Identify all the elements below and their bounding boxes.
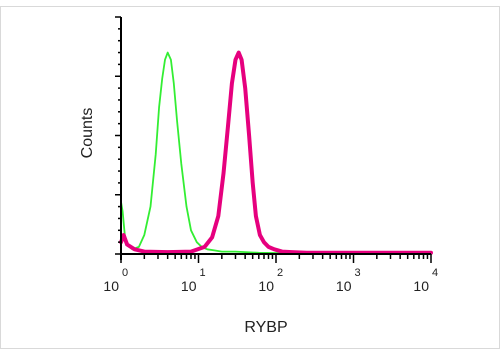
- x-tick-label-base: 10: [336, 278, 352, 294]
- chart-frame: [0, 6, 500, 349]
- x-tick-label-base: 10: [413, 278, 429, 294]
- x-tick-label-base: 10: [181, 278, 197, 294]
- series-2-line: [119, 50, 433, 255]
- x-tick-label-exponent: 3: [355, 267, 361, 279]
- x-tick-label-exponent: 1: [200, 267, 206, 279]
- x-tick-label-exponent: 4: [432, 267, 438, 279]
- x-tick-label-base: 10: [258, 278, 274, 294]
- x-axis-title: RYBP: [244, 319, 287, 336]
- y-axis-title: Counts: [79, 108, 96, 159]
- x-tick-label-base: 10: [103, 278, 119, 294]
- x-tick-label-exponent: 2: [277, 267, 283, 279]
- series-1-line: [120, 51, 432, 255]
- x-tick-label-exponent: 0: [122, 267, 128, 279]
